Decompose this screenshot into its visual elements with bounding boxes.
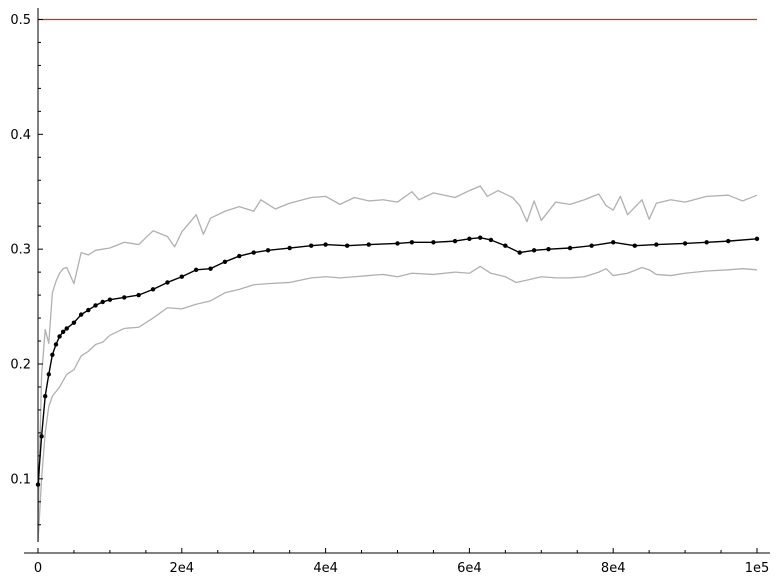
x-tick-label: 1e5 <box>745 561 770 576</box>
mean-point <box>632 243 637 248</box>
mean-point <box>567 245 573 251</box>
x-tick-label: 2e4 <box>170 561 195 576</box>
mean-point <box>93 303 98 308</box>
mean-point <box>208 266 213 271</box>
x-tick-label: 0 <box>34 561 42 576</box>
mean-point <box>50 352 55 358</box>
mean-point <box>754 236 760 242</box>
mean-point <box>122 295 127 300</box>
mean-point <box>150 287 156 292</box>
y-tick-label: 0.3 <box>10 243 31 258</box>
mean-point <box>53 342 59 347</box>
mean-point <box>546 246 551 252</box>
mean-point <box>431 240 436 245</box>
y-tick-label: 0.1 <box>10 472 31 487</box>
mean-point <box>517 250 522 255</box>
mean-point <box>193 267 199 273</box>
mean-point <box>100 299 105 305</box>
mean-point <box>477 235 483 240</box>
mean-point <box>611 240 616 245</box>
mean-point <box>467 236 472 242</box>
mean-point <box>265 248 271 253</box>
y-tick-label: 0.5 <box>10 13 31 28</box>
mean-point <box>71 320 77 325</box>
mean-point <box>78 312 84 317</box>
upper-band-series-line <box>37 185 758 525</box>
mean-point <box>323 242 328 247</box>
mean-point <box>704 240 709 245</box>
mean-point <box>409 240 415 245</box>
mean-point <box>46 372 51 377</box>
mean-point <box>531 248 537 253</box>
mean-point <box>287 245 292 251</box>
mean-point <box>488 237 494 243</box>
mean-point <box>251 250 256 255</box>
mean-point <box>179 274 184 279</box>
mean-point <box>222 259 228 264</box>
mean-point <box>395 241 400 246</box>
x-tick-label: 4e4 <box>313 561 338 576</box>
mean-point <box>589 243 594 248</box>
mean-point <box>366 242 371 247</box>
mean-point <box>654 242 659 247</box>
mean-point <box>237 253 242 259</box>
mean-point <box>344 243 350 248</box>
mean-point <box>60 329 66 335</box>
mean-point <box>39 434 44 439</box>
mean-point <box>107 297 113 302</box>
x-tick-label: 8e4 <box>601 561 626 576</box>
mean-point <box>309 243 314 248</box>
y-tick-label: 0.2 <box>10 358 31 373</box>
mean-point <box>503 243 508 248</box>
mean-point <box>165 280 170 285</box>
mean-point <box>682 241 688 246</box>
mean-point <box>64 326 69 331</box>
mean-series-line <box>37 236 758 485</box>
lower-band-series-line <box>37 265 758 543</box>
mean-point <box>57 334 62 339</box>
mean-point <box>452 238 458 244</box>
series-layer <box>35 18 760 543</box>
x-tick-label: 6e4 <box>457 561 482 576</box>
mean-point <box>86 307 91 313</box>
mean-point <box>136 292 141 298</box>
y-tick-label: 0.4 <box>10 128 31 143</box>
mean-point <box>42 393 48 399</box>
mean-point <box>726 238 731 244</box>
axes-layer: 0.1 0.2 0.3 0.4 0.5 0 2e4 4e4 6e4 8e4 1e5 <box>10 8 770 576</box>
